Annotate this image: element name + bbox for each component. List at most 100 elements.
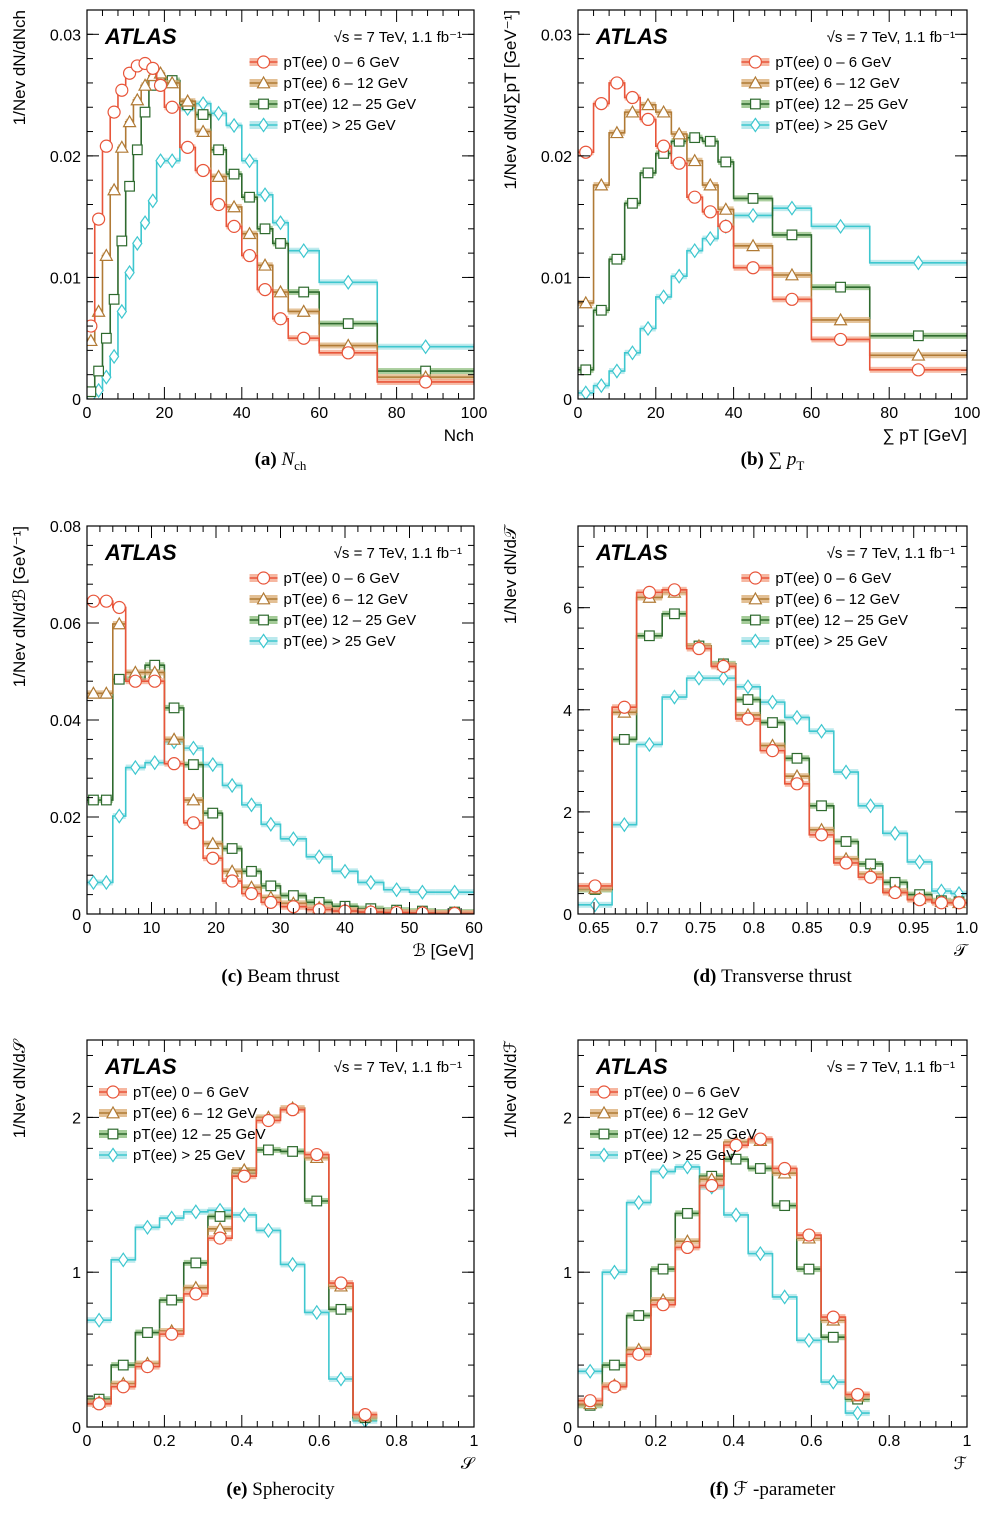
legend-label: pT(ee) 12 – 25 GeV — [775, 96, 908, 113]
data-point — [167, 757, 181, 771]
legend-label: pT(ee) > 25 GeV — [624, 1147, 736, 1164]
data-point — [742, 679, 754, 695]
series-3 — [87, 1202, 378, 1427]
data-point — [641, 97, 656, 111]
data-point — [92, 1397, 106, 1411]
data-point — [627, 345, 638, 361]
data-point — [167, 732, 182, 745]
data-point — [913, 255, 924, 271]
data-point — [93, 1312, 105, 1328]
legend-entry-1: pT(ee) 6 – 12 GeV — [741, 75, 900, 92]
y-axis-title: 1/Nev dN/d𝒯 — [501, 524, 520, 624]
data-point — [667, 583, 682, 597]
data-point — [142, 1219, 153, 1235]
legend-entry-2: pT(ee) 12 – 25 GeV — [249, 612, 416, 629]
data-point — [826, 1310, 840, 1324]
x-tick-label: 0.2 — [153, 1433, 175, 1450]
energy-label: √s = 7 TeV, 1.1 fb⁻¹ — [334, 545, 462, 562]
data-point — [99, 248, 114, 261]
series-2 — [87, 659, 474, 914]
y-tick-label: 0.02 — [50, 149, 81, 166]
legend-label: pT(ee) 6 – 12 GeV — [133, 1105, 257, 1122]
data-point — [148, 674, 162, 688]
data-point — [753, 1132, 767, 1146]
data-point — [718, 670, 729, 686]
x-tick-label: 0 — [574, 1433, 583, 1450]
legend-entry-0: pT(ee) 0 – 6 GeV — [741, 54, 891, 71]
data-point — [244, 887, 259, 901]
series-3 — [87, 95, 474, 399]
data-point — [214, 1211, 226, 1222]
data-point — [934, 896, 949, 910]
data-point — [205, 836, 220, 850]
data-point — [166, 153, 178, 169]
legend-label: pT(ee) 0 – 6 GeV — [284, 570, 400, 587]
data-point — [197, 109, 209, 120]
data-point — [692, 641, 706, 656]
legend-entry-2: pT(ee) 12 – 25 GeV — [99, 1126, 266, 1143]
data-point — [99, 686, 114, 699]
data-point — [87, 333, 98, 347]
data-point — [682, 1207, 693, 1219]
y-tick-label: 2 — [72, 1110, 81, 1127]
data-point — [335, 1371, 347, 1387]
legend-entry-1: pT(ee) 6 – 12 GeV — [249, 75, 408, 92]
x-axis-title: 𝒮 — [461, 1454, 476, 1473]
x-tick-label: 0.85 — [792, 920, 823, 937]
data-point — [610, 76, 624, 90]
legend-entry-0: pT(ee) 0 – 6 GeV — [99, 1084, 249, 1101]
data-point — [767, 694, 778, 710]
data-point — [246, 865, 257, 877]
legend-label: pT(ee) 12 – 25 GeV — [284, 96, 417, 113]
data-point — [785, 292, 799, 306]
legend-entry-2: pT(ee) 12 – 25 GeV — [249, 96, 417, 113]
data-point — [911, 348, 926, 361]
data-point — [114, 140, 129, 153]
plot-frame — [577, 525, 968, 915]
x-tick-label: 0.6 — [800, 1433, 822, 1450]
data-point — [719, 219, 733, 233]
x-tick-label: 0 — [83, 405, 92, 422]
data-point — [153, 78, 168, 92]
x-tick-label: 0.75 — [685, 920, 716, 937]
x-tick-label: 0 — [83, 920, 92, 937]
series-line — [578, 677, 967, 906]
y-tick-label: 4 — [563, 703, 572, 720]
data-point — [207, 756, 219, 773]
y-axis-title: 1/Nev dN/dℱ — [501, 1040, 520, 1138]
data-point — [142, 1327, 153, 1338]
data-point — [852, 1405, 863, 1421]
data-point — [835, 218, 846, 235]
data-point — [828, 1374, 839, 1390]
x-tick-label: 30 — [272, 920, 290, 937]
data-point — [778, 1161, 792, 1176]
data-point — [583, 1394, 597, 1408]
data-point — [118, 1252, 129, 1268]
y-tick-label: 0 — [563, 907, 572, 924]
y-tick-label: 0.02 — [541, 149, 572, 166]
data-point — [100, 332, 112, 344]
data-point — [673, 268, 685, 284]
legend-entry-3: pT(ee) > 25 GeV — [590, 1147, 736, 1164]
data-point — [213, 1231, 227, 1245]
data-point — [644, 736, 655, 753]
chart-panel-f: 0 0.2 0.4 0.6 0.8 1 0 1 2 ℱ 1/Nev dN/dℱ ATLAS √s = 7… — [501, 1039, 972, 1500]
data-point — [238, 1207, 250, 1223]
y-tick-label: 0.06 — [50, 616, 81, 633]
x-tick-label: 60 — [310, 405, 328, 422]
data-point — [672, 156, 686, 170]
x-tick-label: 20 — [156, 405, 174, 422]
data-point — [688, 190, 702, 204]
energy-label: √s = 7 TeV, 1.1 fb⁻¹ — [334, 1059, 462, 1076]
data-point — [112, 600, 126, 615]
data-point — [657, 1163, 669, 1180]
data-point — [342, 318, 354, 330]
data-point — [287, 1146, 298, 1157]
data-point — [657, 1263, 669, 1275]
legend-marker — [256, 571, 271, 585]
data-point — [865, 798, 876, 814]
data-point — [419, 375, 433, 389]
series-line — [87, 600, 474, 914]
plot-frame — [86, 1039, 475, 1428]
data-point — [168, 702, 180, 714]
